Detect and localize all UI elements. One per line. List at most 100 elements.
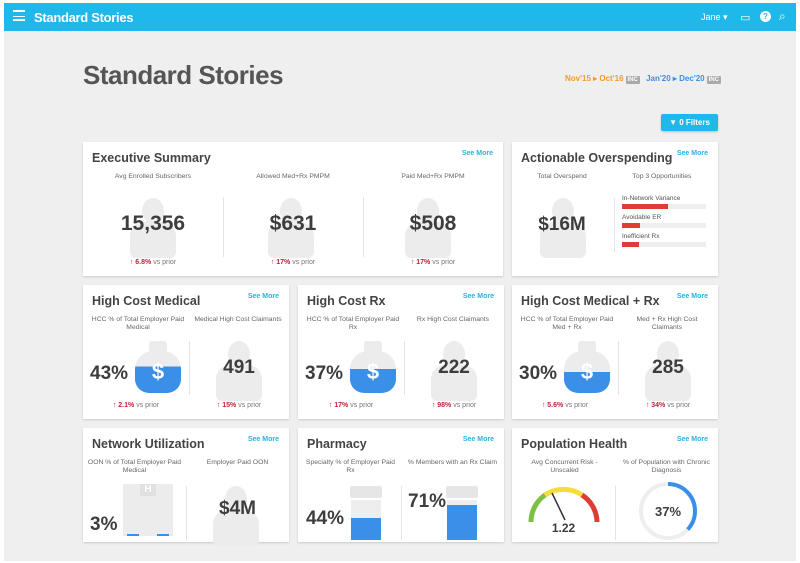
date-range-compare[interactable]: Jan'20 ▸ Dec'20 xyxy=(646,74,705,83)
metric-value: 37% xyxy=(305,363,344,384)
card-title: High Cost Medical + Rx xyxy=(521,294,660,308)
risk-gauge xyxy=(528,486,600,523)
divider xyxy=(618,341,619,395)
metric-value: 222 xyxy=(438,357,470,378)
filters-button[interactable]: ▼ 0 Filters xyxy=(661,114,718,131)
metric-value: 43% xyxy=(90,363,129,384)
inc-badge: INC xyxy=(706,76,721,84)
total-overspend-value: $16M xyxy=(538,214,586,235)
metric-label: Avg Enrolled Subscribers xyxy=(114,173,192,180)
divider xyxy=(404,341,405,395)
arrow-up-icon: ↑ xyxy=(216,402,223,409)
change-indicator: ↑ 98% vs prior xyxy=(431,402,477,409)
card-executive-summary: Executive Summary See More Avg Enrolled … xyxy=(83,142,503,276)
gauge-needle xyxy=(551,492,566,521)
risk-value: 1.22 xyxy=(551,521,576,535)
card-title: Pharmacy xyxy=(307,437,367,451)
card-pharmacy: Pharmacy See More Specialty % of Employe… xyxy=(298,428,504,542)
metric-value: 491 xyxy=(223,357,255,378)
metric-label: OON % of Total Employer Paid Medical xyxy=(87,459,182,474)
metric-label: Med + Rx High Cost Claimants xyxy=(636,316,698,331)
change-indicator: ↑ 5.6% vs prior xyxy=(541,402,589,409)
date-ranges[interactable]: Nov'15 ▸ Oct'16 INC Jan'20 ▸ Dec'20 INC xyxy=(565,74,721,84)
person-icon xyxy=(645,341,691,401)
person-icon xyxy=(431,341,477,401)
opportunity-bar-fill xyxy=(622,223,641,228)
change-indicator: ↑ 15% vs prior xyxy=(216,402,262,409)
pill-bottle-icon xyxy=(446,486,478,540)
card-high-cost-medical: High Cost Medical See More HCC % of Tota… xyxy=(83,285,289,419)
card-high-cost-rx: High Cost Rx See More HCC % of Total Emp… xyxy=(298,285,504,419)
opportunity-label: Inefficient Rx xyxy=(622,233,660,240)
filters-label: 0 Filters xyxy=(679,118,710,127)
arrow-up-icon: ↑ xyxy=(129,259,136,266)
divider xyxy=(401,486,402,540)
total-overspend-label: Total Overspend xyxy=(537,173,587,180)
see-more-link[interactable]: See More xyxy=(462,436,494,443)
top-bar: Standard Stories Jane ▾ ▭ ? ⌕ xyxy=(4,3,796,31)
help-icon[interactable]: ? xyxy=(760,11,771,22)
metric-label: % Members with an Rx Claim xyxy=(407,459,498,466)
menu-icon[interactable] xyxy=(13,10,25,21)
metric-value: $631 xyxy=(269,212,317,235)
metric-label: % of Population with Chronic Diagnosis xyxy=(623,459,710,474)
card-title: High Cost Rx xyxy=(307,294,386,308)
metric-value: 285 xyxy=(652,357,684,378)
card-title: Network Utilization xyxy=(92,437,205,451)
metric-label: Allowed Med+Rx PMPM xyxy=(256,173,330,180)
card-actionable-overspending: Actionable Overspending See More Total O… xyxy=(512,142,718,276)
card-network-utilization: Network Utilization See More OON % of To… xyxy=(83,428,289,546)
person-icon xyxy=(130,198,176,258)
person-icon xyxy=(216,341,262,401)
gauge-red xyxy=(580,492,600,523)
opportunity-bar[interactable] xyxy=(622,223,706,228)
user-menu[interactable]: Jane ▾ xyxy=(701,12,728,22)
see-more-link[interactable]: See More xyxy=(676,293,708,300)
metric-value: 30% xyxy=(519,363,558,384)
hospital-icon: H xyxy=(123,484,173,536)
donut-fill xyxy=(639,482,697,540)
change-indicator: ↑ 17% vs prior xyxy=(410,259,456,266)
opportunity-bars: In-Network Variance Avoidable ER Ineffic… xyxy=(622,195,712,255)
metric-label: Avg Concurrent Risk - Unscaled xyxy=(531,459,598,474)
see-more-link[interactable]: See More xyxy=(247,293,279,300)
metric-value: $508 xyxy=(409,212,457,235)
arrow-up-icon: ↑ xyxy=(270,259,277,266)
inbox-icon[interactable]: ▭ xyxy=(740,12,751,24)
filter-icon: ▼ xyxy=(669,118,680,127)
arrow-up-icon: ↑ xyxy=(431,402,438,409)
metric-label: HCC % of Total Employer Paid Medical xyxy=(91,316,185,331)
see-more-link[interactable]: See More xyxy=(676,150,708,157)
money-bag-icon: $ xyxy=(350,341,396,393)
see-more-link[interactable]: See More xyxy=(462,293,494,300)
see-more-link[interactable]: See More xyxy=(676,436,708,443)
metric-label: Rx High Cost Claimants xyxy=(416,316,490,323)
app-title[interactable]: Standard Stories xyxy=(34,10,134,25)
card-title: High Cost Medical xyxy=(92,294,201,308)
opportunity-bar[interactable] xyxy=(622,204,706,209)
date-range-current[interactable]: Nov'15 ▸ Oct'16 xyxy=(565,74,624,83)
metric-value: $4M xyxy=(219,498,256,519)
divider xyxy=(614,198,615,252)
card-title: Executive Summary xyxy=(92,151,211,165)
metric-value: 44% xyxy=(306,508,345,529)
opportunity-bar[interactable] xyxy=(622,242,706,247)
card-population-health: Population Health See More Avg Concurren… xyxy=(512,428,718,542)
change-indicator: ↑ 17% vs prior xyxy=(328,402,374,409)
money-bag-icon: $ xyxy=(135,341,181,393)
card-title: Population Health xyxy=(521,437,628,451)
metric-label: Medical High Cost Claimants xyxy=(194,316,282,323)
metric-label: Specialty % of Employer Paid Rx xyxy=(305,459,396,474)
see-more-link[interactable]: See More xyxy=(247,436,279,443)
metric-label: Paid Med+Rx PMPM xyxy=(401,173,465,180)
money-bag-icon xyxy=(405,198,451,258)
change-indicator: ↑ 17% vs prior xyxy=(270,259,316,266)
metric-label: Employer Paid OON xyxy=(206,459,269,466)
opportunity-bar-fill xyxy=(622,204,669,209)
divider xyxy=(186,486,187,540)
divider xyxy=(363,197,364,257)
person-icon xyxy=(213,486,259,546)
change-indicator: ↑ 2.1% vs prior xyxy=(112,402,160,409)
see-more-link[interactable]: See More xyxy=(461,150,493,157)
search-icon[interactable]: ⌕ xyxy=(779,9,786,23)
